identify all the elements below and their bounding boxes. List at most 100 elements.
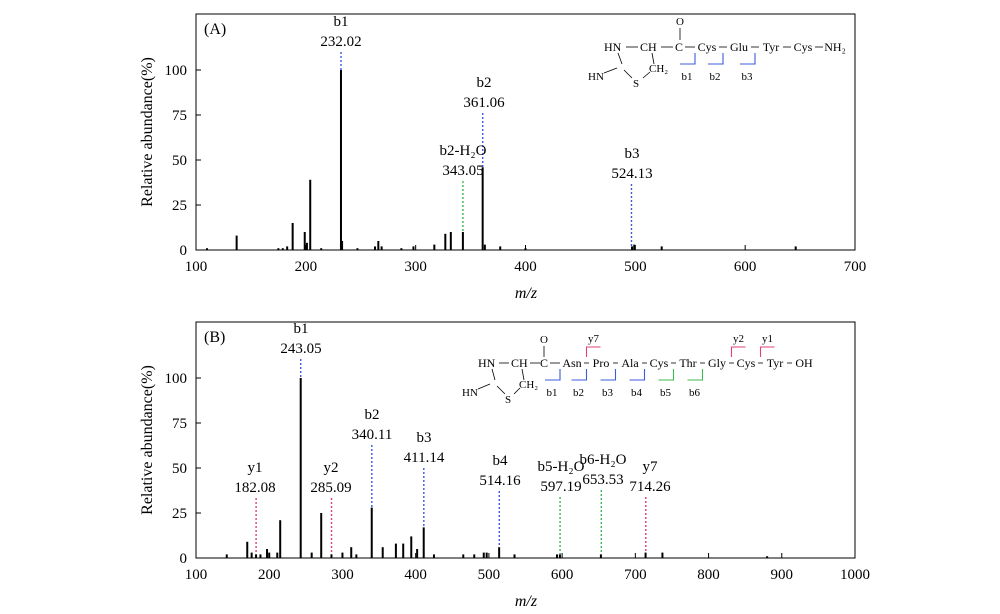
b-fragment-label: b3 [742, 71, 754, 83]
x-tick-label: 200 [295, 259, 318, 275]
ion-label: b5-H₂O [538, 459, 585, 475]
y-tick-label: 0 [180, 551, 188, 567]
x-tick-label: 900 [771, 567, 794, 583]
struct-b-ring-s: S [505, 394, 511, 406]
b-fragment-bracket [708, 53, 724, 65]
b-fragment-bracket [687, 369, 704, 381]
ion-mz-label: 232.02 [320, 34, 361, 50]
ion-label: b3 [417, 430, 432, 446]
struct-a-ring-bond-1 [617, 52, 623, 65]
ion-label: b4 [493, 453, 509, 469]
struct-b-carbonyl-o: O [540, 334, 548, 346]
struct-b-ring-ch: CH [511, 356, 528, 370]
panel-a-plot-frame [195, 13, 856, 251]
y-tick-label: 100 [165, 63, 188, 79]
residue-label: Cys [698, 40, 717, 54]
y-tick-label: 100 [165, 371, 188, 387]
struct-b-ring-hn: HN [478, 356, 496, 370]
y-tick-label: 0 [180, 243, 188, 259]
ion-label: y1 [248, 460, 263, 476]
b-fragment-bracket [600, 369, 617, 381]
residue-label: Glu [730, 40, 748, 54]
ion-mz-label: 285.09 [310, 480, 351, 496]
ion-label: y2 [324, 460, 339, 476]
ion-mz-label: 343.05 [442, 163, 483, 179]
struct-a-ring-bond-2 [651, 52, 655, 65]
b-fragment-label: b1 [682, 71, 693, 83]
ion-label: b2 [477, 75, 492, 91]
residue-label: Gly [708, 356, 726, 370]
x-tick-label: 400 [404, 567, 427, 583]
residue-label: Tyr [763, 40, 780, 54]
ion-mz-label: 182.08 [234, 480, 275, 496]
y-tick-label: 50 [172, 461, 187, 477]
y-tick-label: 25 [172, 506, 187, 522]
struct-a-carbonyl-o: O [676, 16, 684, 28]
panel-b-y-axis-label: Relative abundance(%) [139, 365, 156, 515]
b-fragment-bracket [658, 369, 675, 381]
b-fragment-label: b6 [689, 387, 701, 399]
residue-label: OH [795, 356, 813, 370]
x-tick-label: 700 [844, 259, 867, 275]
x-tick-label: 600 [551, 567, 574, 583]
struct-b-ring-bond-3 [496, 385, 506, 395]
x-tick-label: 600 [734, 259, 757, 275]
x-tick-label: 400 [514, 259, 537, 275]
struct-b-ring-ch2: CH₂ [519, 379, 538, 391]
struct-a-imine-bond [603, 67, 618, 74]
b-fragment-label: b2 [710, 71, 721, 83]
y-fragment-label: y2 [733, 333, 744, 345]
ion-label: b3 [625, 146, 640, 162]
ion-mz-label: 340.11 [352, 427, 393, 443]
struct-b-imine-hn: HN [462, 387, 478, 399]
y-tick-label: 75 [172, 416, 187, 432]
ion-label: b2 [365, 407, 380, 423]
ion-mz-label: 514.16 [479, 473, 521, 489]
x-tick-label: 300 [404, 259, 427, 275]
ion-label: y7 [643, 459, 659, 475]
x-tick-label: 500 [624, 259, 647, 275]
x-tick-label: 300 [331, 567, 354, 583]
struct-a-ring-bond-3 [623, 69, 633, 79]
x-tick-label: 500 [478, 567, 501, 583]
ion-label: b1 [294, 321, 309, 337]
struct-a-ring-hn: HN [604, 40, 622, 54]
residue-label: Cys [794, 40, 813, 54]
y-fragment-label: y7 [588, 333, 600, 345]
b-fragment-label: b3 [602, 387, 614, 399]
panel-a-spectrum: (A) m/z Relative abundance(%) 100 200 300 4… [139, 13, 867, 302]
panel-b-structure: O HN CH C HN S CH₂ Asn Pro Ala Cys Thr Gly Cys… [462, 333, 813, 406]
b-fragment-bracket [545, 369, 561, 381]
ion-mz-label: 411.14 [404, 450, 445, 466]
x-tick-label: 200 [258, 567, 281, 583]
residue-label: Ala [621, 356, 639, 370]
panel-a-x-axis-label: m/z [515, 285, 538, 302]
residue-label: Asn [562, 356, 581, 370]
struct-b-ring-bond-2 [521, 368, 525, 381]
y-tick-label: 25 [172, 198, 187, 214]
residue-label: Cys [737, 356, 756, 370]
struct-b-ring-bond-4 [513, 387, 521, 395]
panel-b-plot-frame [195, 321, 856, 559]
panel-a-structure: O HN CH C HN S CH₂ Cys Glu Tyr Cys NH₂ b1 b2 b… [588, 16, 846, 90]
struct-b-imine-bond [477, 383, 491, 390]
ion-label: b2-H₂O [440, 143, 487, 159]
panel-b-x-axis-label: m/z [515, 593, 538, 610]
y-tick-label: 75 [172, 108, 187, 124]
b-fragment-bracket [571, 369, 588, 381]
y-fragment-label: y1 [762, 333, 773, 345]
b-fragment-label: b2 [573, 387, 584, 399]
b-fragment-bracket [680, 53, 696, 65]
x-tick-label: 1000 [840, 567, 870, 583]
residue-label: Thr [679, 356, 696, 370]
x-tick-label: 800 [697, 567, 720, 583]
struct-a-ring-bond-4 [642, 71, 651, 79]
y-tick-label: 50 [172, 153, 187, 169]
ion-mz-label: 714.26 [629, 479, 671, 495]
ion-mz-label: 597.19 [540, 479, 581, 495]
b-fragment-label: b5 [660, 387, 672, 399]
struct-a-carbonyl-c: C [675, 40, 683, 54]
struct-a-ring-s: S [633, 78, 639, 90]
residue-label: Cys [650, 356, 669, 370]
